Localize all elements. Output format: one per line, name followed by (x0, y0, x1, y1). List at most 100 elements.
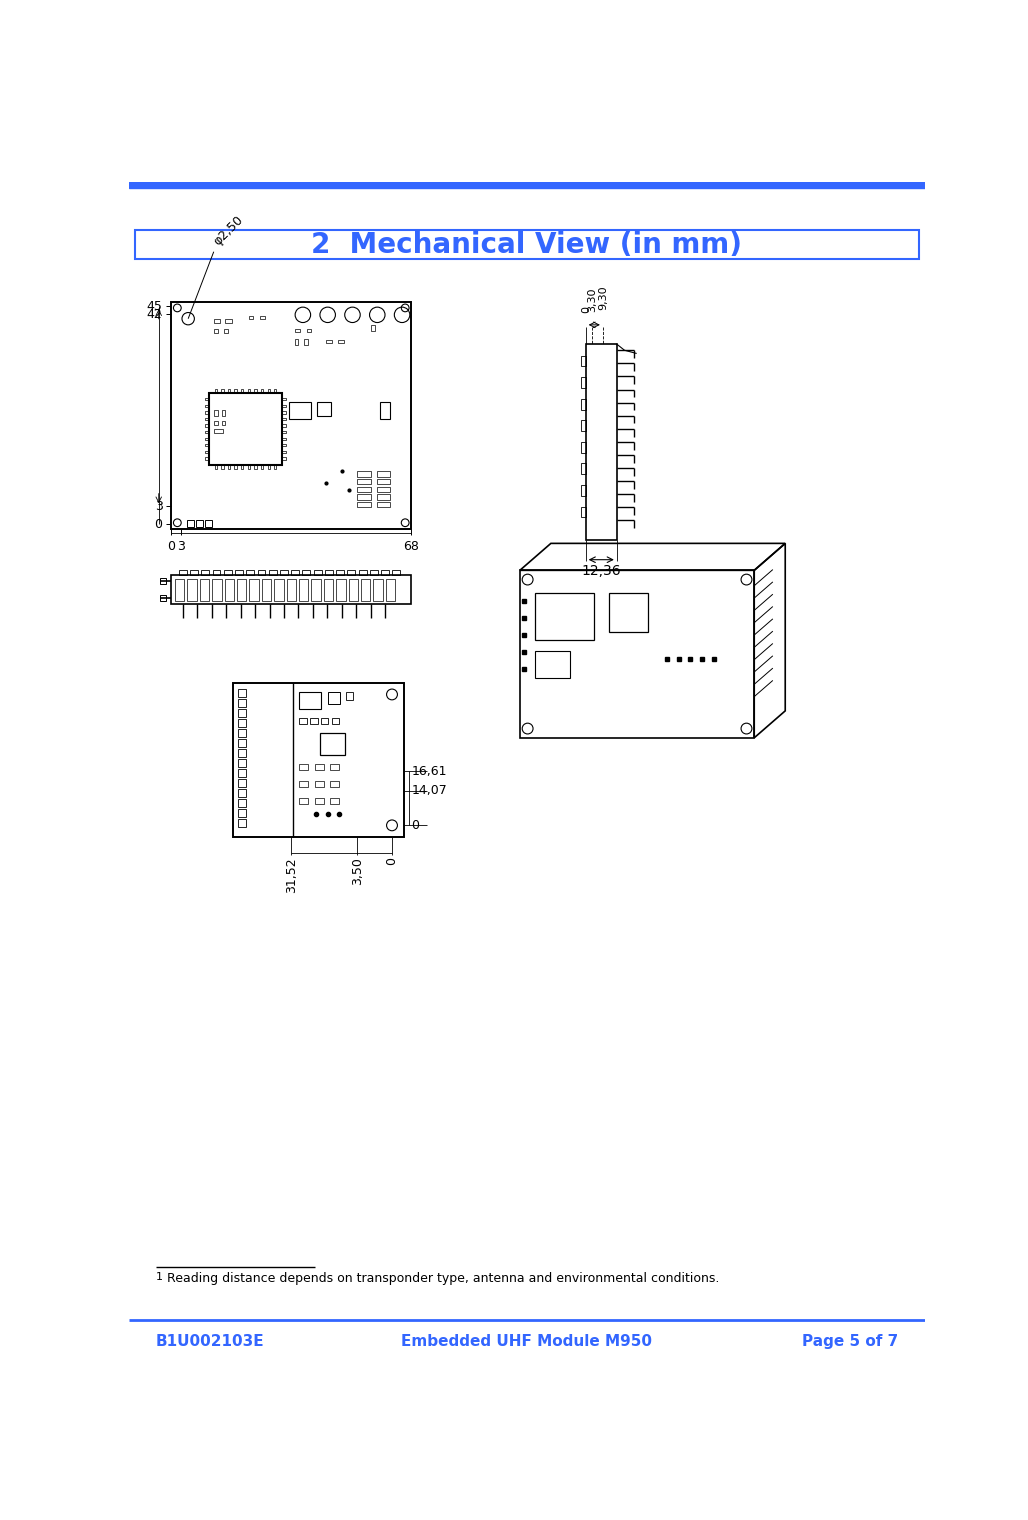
Bar (581, 442, 586, 453)
Bar (274, 465, 277, 468)
Bar (581, 356, 586, 366)
Bar (228, 389, 230, 392)
Bar (282, 412, 286, 413)
Bar (370, 570, 377, 575)
Bar (295, 328, 300, 331)
Text: 9,30: 9,30 (598, 286, 608, 310)
Bar (581, 377, 586, 388)
Bar (228, 465, 230, 468)
Bar (291, 570, 299, 575)
Bar (234, 389, 236, 392)
Bar (321, 717, 329, 724)
Bar (347, 570, 356, 575)
Bar (206, 432, 209, 433)
Bar (212, 579, 221, 600)
Bar (261, 389, 263, 392)
Bar (338, 340, 344, 344)
Bar (221, 409, 225, 415)
Bar (376, 494, 391, 500)
Text: 14,07: 14,07 (411, 784, 447, 796)
Bar (241, 389, 244, 392)
Bar (348, 579, 358, 600)
Bar (214, 429, 223, 433)
Bar (357, 494, 371, 500)
Bar (237, 769, 246, 777)
Text: 3: 3 (155, 500, 162, 512)
Bar (267, 465, 270, 468)
Text: 12,36: 12,36 (582, 564, 621, 578)
Bar (237, 579, 247, 600)
Bar (224, 579, 234, 600)
Bar (325, 570, 333, 575)
Bar (206, 398, 209, 400)
Bar (237, 689, 246, 696)
Bar (345, 692, 354, 699)
Bar (581, 398, 586, 409)
Bar (254, 465, 257, 468)
Bar (260, 316, 265, 319)
Text: 31,52: 31,52 (285, 857, 298, 892)
Text: 1: 1 (155, 1272, 162, 1281)
Bar (304, 339, 307, 345)
Bar (214, 421, 218, 426)
Bar (237, 800, 246, 807)
Bar (581, 421, 586, 432)
Bar (261, 465, 263, 468)
Bar (336, 570, 344, 575)
Bar (221, 465, 223, 468)
Text: 45: 45 (147, 299, 162, 313)
Bar (371, 325, 375, 331)
Bar (357, 486, 371, 492)
Bar (359, 570, 367, 575)
Bar (282, 404, 286, 407)
Bar (206, 404, 209, 407)
Bar (330, 763, 339, 771)
Bar (237, 699, 246, 707)
Bar (299, 763, 308, 771)
Bar (299, 781, 308, 787)
Bar (302, 570, 310, 575)
Bar (221, 389, 223, 392)
Bar (234, 465, 236, 468)
Bar (393, 570, 400, 575)
Text: 42: 42 (147, 307, 162, 321)
Bar (206, 458, 209, 459)
Bar (128, 182, 925, 188)
Bar (520, 570, 755, 737)
Text: φ2,50: φ2,50 (211, 213, 246, 248)
Bar (237, 780, 246, 787)
Bar (326, 340, 332, 344)
Bar (299, 579, 308, 600)
Bar (282, 444, 286, 447)
Bar (309, 717, 318, 724)
Text: 68: 68 (403, 541, 419, 553)
Bar (237, 809, 246, 816)
Bar (287, 579, 296, 600)
Bar (315, 763, 324, 771)
Bar (536, 651, 571, 678)
Bar (315, 781, 324, 787)
Bar (214, 328, 218, 333)
Bar (330, 781, 339, 787)
Text: 3: 3 (177, 541, 185, 553)
Text: 0: 0 (168, 541, 175, 553)
Bar (376, 471, 391, 477)
Bar (357, 502, 371, 508)
Bar (249, 316, 253, 319)
Bar (317, 401, 331, 415)
Bar (361, 579, 370, 600)
Bar (274, 389, 277, 392)
Bar (237, 819, 246, 827)
Bar (206, 438, 209, 439)
Bar (373, 579, 382, 600)
Bar (315, 798, 324, 804)
Text: B1U002103E: B1U002103E (155, 1333, 264, 1348)
Bar (190, 570, 198, 575)
Bar (268, 570, 277, 575)
Text: 3,50: 3,50 (351, 857, 364, 885)
Bar (179, 570, 187, 575)
Bar (206, 418, 209, 420)
Bar (282, 424, 286, 427)
Bar (282, 418, 286, 420)
Bar (224, 570, 231, 575)
